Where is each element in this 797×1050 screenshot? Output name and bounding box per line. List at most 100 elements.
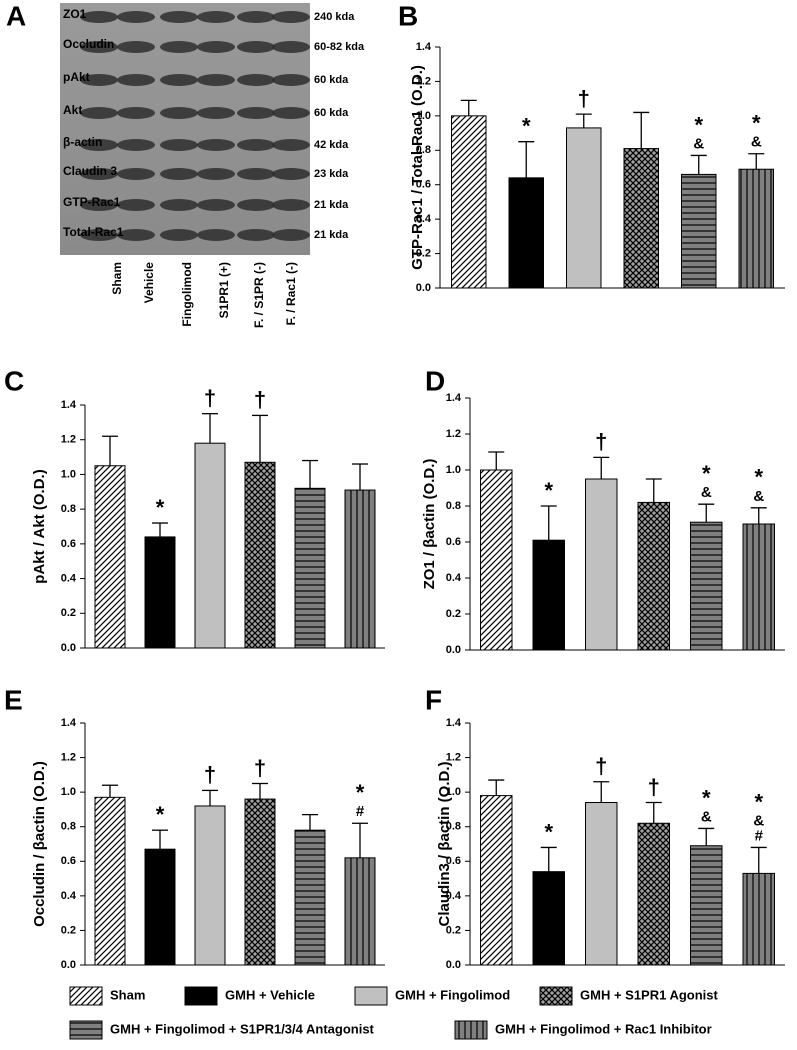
blot-band [80, 199, 118, 211]
blot-band [272, 229, 310, 241]
legend-swatch [184, 986, 218, 1006]
significance-mark: † [204, 762, 216, 787]
blot-band [80, 107, 118, 119]
panel-letter: E [4, 684, 23, 715]
bar [194, 805, 226, 966]
y-tick-label: 1.2 [61, 434, 76, 446]
bar [532, 539, 565, 651]
y-tick-label: 1.0 [61, 468, 76, 480]
y-tick-label: 0.0 [61, 959, 76, 971]
y-tick-label: 1.0 [446, 786, 461, 798]
bar [690, 845, 723, 966]
significance-mark: † [254, 387, 266, 412]
legend-label: Sham [110, 987, 145, 1002]
panel-letter: B [398, 0, 418, 31]
bar [742, 872, 775, 966]
bar [637, 501, 670, 651]
significance-mark: * [544, 819, 553, 844]
y-tick-label: 0.2 [446, 924, 461, 936]
blot-band [117, 41, 155, 53]
blot-band [197, 199, 235, 211]
y-tick-label: 1.0 [61, 786, 76, 798]
y-tick-label: 0.6 [446, 536, 461, 548]
bar [585, 478, 618, 651]
y-tick-label: 1.2 [61, 751, 76, 763]
significance-mark: † [595, 754, 607, 779]
legend-label: GMH + S1PR1 Agonist [580, 987, 719, 1002]
lane-label: Fingolimod [180, 262, 194, 327]
blot-band [117, 199, 155, 211]
y-tick-label: 1.0 [416, 110, 431, 122]
y-tick-label: 0.2 [446, 608, 461, 620]
blot-band [272, 168, 310, 180]
y-tick-label: 0.6 [446, 855, 461, 867]
blot-band [117, 11, 155, 23]
legend-label: GMH + Fingolimod + Rac1 Inhibitor [495, 1021, 712, 1036]
y-tick-label: 0.4 [61, 572, 77, 584]
bar [94, 465, 126, 649]
significance-mark: † [595, 429, 607, 454]
y-tick-label: 0.2 [61, 607, 76, 619]
blot-band [237, 107, 275, 119]
panel-letter: A [6, 0, 26, 31]
protein-label: Akt [63, 103, 82, 117]
bar [566, 127, 602, 289]
blot-band [237, 41, 275, 53]
size-label: 240 kda [314, 11, 355, 23]
bar [94, 796, 126, 966]
y-tick-label: 1.2 [446, 428, 461, 440]
lane-label: Sham [110, 262, 124, 295]
significance-mark: & [751, 134, 762, 151]
protein-label: Total-Rac1 [63, 225, 124, 239]
blot-band [197, 11, 235, 23]
bar [623, 148, 659, 289]
legend-swatch [454, 1020, 488, 1040]
bar [585, 802, 618, 966]
blot-band [237, 168, 275, 180]
y-axis-label: ZO1 / βactin (O.D.) [421, 459, 438, 590]
bar [294, 487, 326, 649]
blot-band [117, 229, 155, 241]
protein-label: β-actin [63, 135, 102, 149]
y-tick-label: 1.0 [446, 464, 461, 476]
bar [294, 829, 326, 966]
y-tick-label: 0.6 [61, 855, 76, 867]
legend-swatch [354, 986, 388, 1006]
significance-mark: * [752, 111, 761, 136]
y-tick-label: 1.4 [446, 392, 462, 404]
legend-swatch [539, 986, 573, 1006]
y-tick-label: 1.4 [61, 399, 77, 411]
bar [344, 857, 376, 966]
blot-band [237, 229, 275, 241]
bar [690, 521, 723, 651]
y-tick-label: 0.4 [446, 572, 462, 584]
protein-label: pAkt [63, 70, 90, 84]
y-tick-label: 0.2 [416, 247, 431, 259]
bar [194, 442, 226, 649]
y-tick-label: 0.4 [61, 890, 77, 902]
blot-band [272, 74, 310, 86]
blot-band [80, 74, 118, 86]
y-tick-label: 0.6 [416, 179, 431, 191]
significance-mark: † [648, 774, 660, 799]
blot-band [237, 11, 275, 23]
significance-mark: † [578, 86, 590, 111]
y-axis-label: Claudin3 / βactin (O.D.) [436, 761, 453, 926]
y-tick-label: 0.8 [416, 144, 431, 156]
legend-swatch [69, 1020, 103, 1040]
y-tick-label: 0.8 [61, 821, 76, 833]
blot-band [272, 139, 310, 151]
significance-mark: * [702, 785, 711, 810]
y-tick-label: 1.4 [446, 717, 462, 729]
bar [738, 168, 774, 289]
y-axis-label: Occludin / βactin (O.D.) [31, 761, 48, 927]
bar [144, 536, 176, 649]
lane-label: S1PR1 (+) [217, 262, 231, 318]
protein-label: GTP-Rac1 [63, 195, 121, 209]
y-tick-label: 0.0 [416, 282, 431, 294]
legend-label: GMH + Vehicle [225, 987, 315, 1002]
blot-band [272, 41, 310, 53]
blot-band [197, 74, 235, 86]
lane-label: F. / Rac1 (-) [284, 262, 298, 325]
